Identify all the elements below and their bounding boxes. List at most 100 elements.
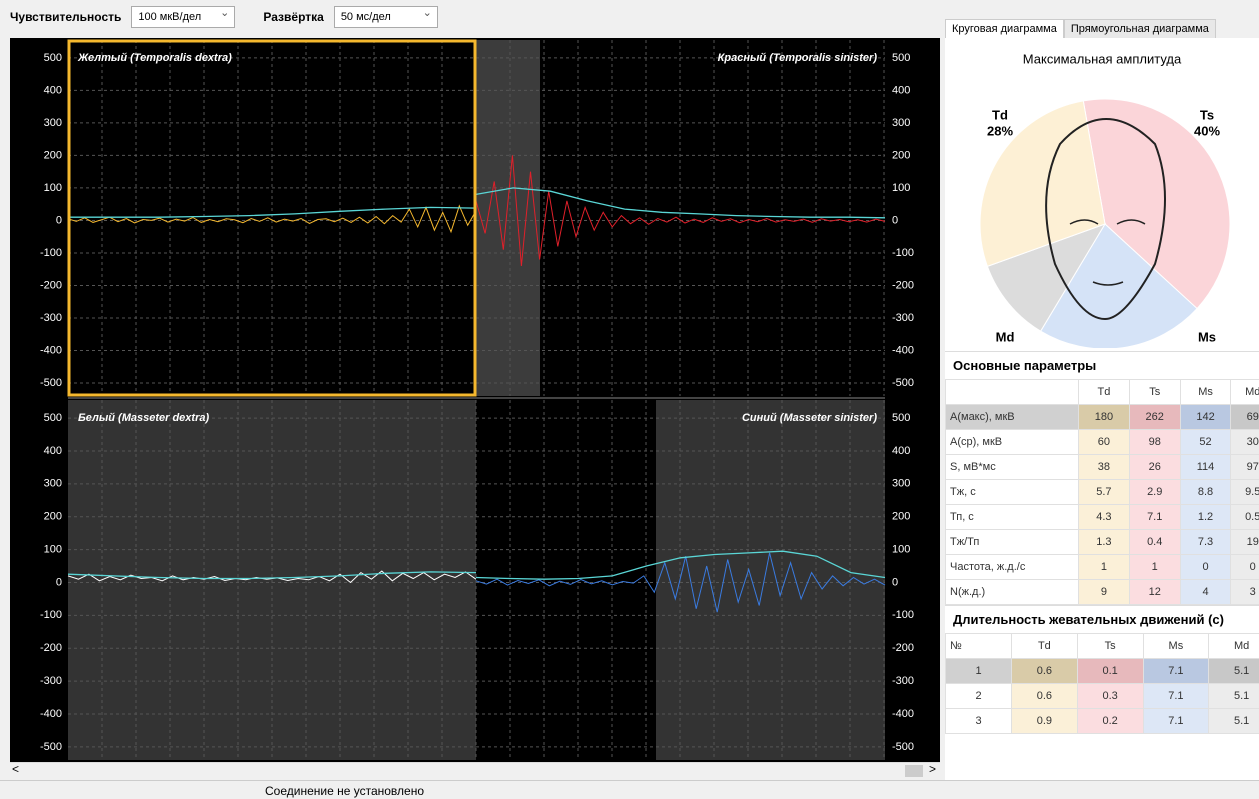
table-cell: 0.9 [1012,709,1078,734]
dropdown[interactable]: 100 мкВ/дел [131,6,235,28]
y-tick-label: -400 [892,708,914,720]
slice-label: Ms [1198,329,1216,344]
y-tick-label: 200 [44,511,62,523]
header-cell: Md [1231,380,1259,405]
table-cell: 69 [1231,405,1259,430]
y-tick-label: -400 [892,344,914,356]
table-cell: Тп, с [946,505,1079,530]
section-title: Основные параметры [945,351,1259,379]
y-tick-label: 0 [892,576,898,588]
table-cell: 1.2 [1180,505,1231,530]
table-cell: 7.1 [1129,505,1180,530]
y-tick-label: 100 [44,182,62,194]
table-cell: 0 [1231,555,1259,580]
y-tick-label: -100 [40,247,62,259]
table-cell: 0 [1180,555,1231,580]
slice-value: 11% [992,345,1018,348]
table-cell: 7.1 [1143,709,1209,734]
slice-value: 28% [987,123,1013,138]
table-cell: А(макс), мкВ [946,405,1079,430]
tab[interactable]: Круговая диаграмма [945,19,1064,38]
header-cell: Td [1012,634,1078,659]
y-tick-label: -300 [892,675,914,687]
table-cell: 7.1 [1143,659,1209,684]
table-cell: 26 [1129,455,1180,480]
header-cell: Ts [1129,380,1180,405]
status-text: Соединение не установлено [265,784,424,798]
y-tick-label: 400 [44,84,62,96]
channel-label: Желтый (Temporalis dextra) [77,52,232,64]
slice-label: Md [996,329,1015,344]
table-cell: 1.3 [1079,530,1130,555]
channel-label: Белый (Masseter dextra) [78,412,209,424]
y-tick-label: -400 [40,344,62,356]
y-tick-label: 400 [892,84,910,96]
table-cell: 30 [1231,430,1259,455]
table-cell: Тж/Тп [946,530,1079,555]
toolbar: Чувствительность 100 мкВ/дел Развёртка 5… [10,0,438,34]
y-tick-label: 300 [892,478,910,490]
tabs: Круговая диаграмма Прямоугольная диаграм… [945,14,1259,38]
scrollbar[interactable]: <> [10,762,940,779]
label: Развёртка [263,10,323,24]
table-cell: 12 [1129,580,1180,605]
table-cell: N(ж.д.) [946,580,1079,605]
table-cell: 262 [1129,405,1180,430]
table-cell: 0.1 [1077,659,1143,684]
y-tick-label: 100 [44,543,62,555]
table-cell: 8.8 [1180,480,1231,505]
table-cell: 9.5 [1231,480,1259,505]
table-cell: 19 [1231,530,1259,555]
table-cell: 1 [1079,555,1130,580]
y-tick-label: -300 [892,312,914,324]
channel-label: Синий (Masseter sinister) [742,412,877,424]
table-cell: 7.3 [1180,530,1231,555]
slice-value: 22% [1194,345,1220,348]
table-cell: 142 [1180,405,1231,430]
header-cell: № [946,634,1012,659]
table-cell: А(ср), мкВ [946,430,1079,455]
y-tick-label: 500 [44,412,62,424]
y-tick-label: 200 [892,149,910,161]
y-tick-label: -300 [40,312,62,324]
y-tick-label: -200 [892,279,914,291]
table-cell: 0.6 [1012,659,1078,684]
table-cell: 0.3 [1077,684,1143,709]
header-cell: Td [1079,380,1130,405]
y-tick-label: -100 [892,247,914,259]
y-tick-label: -100 [892,609,914,621]
table-cell: 4.3 [1079,505,1130,530]
y-tick-label: -500 [40,377,62,389]
status-bar: Соединение не установлено [0,780,1259,799]
tab[interactable]: Прямоугольная диаграмма [1064,19,1216,38]
y-tick-label: 200 [892,511,910,523]
app-window: {"toolbar":{"sensitivity_label":"Чувстви… [0,0,1259,798]
y-tick-label: -200 [892,642,914,654]
header-cell: Md [1209,634,1259,659]
table-cell: Частота, ж.д./с [946,555,1079,580]
y-tick-label: -100 [40,609,62,621]
table-cell: 180 [1079,405,1130,430]
dropdown[interactable]: 50 мс/дел [334,6,438,28]
channel-label: Красный (Temporalis sinister) [718,52,878,64]
table-cell: S, мВ*мс [946,455,1079,480]
header-cell [946,380,1079,405]
table-cell: Тж, с [946,480,1079,505]
table-cell: 5.1 [1209,709,1259,734]
y-tick-label: 0 [892,214,898,226]
slice-label: Ts [1200,107,1214,122]
y-tick-label: -400 [40,708,62,720]
